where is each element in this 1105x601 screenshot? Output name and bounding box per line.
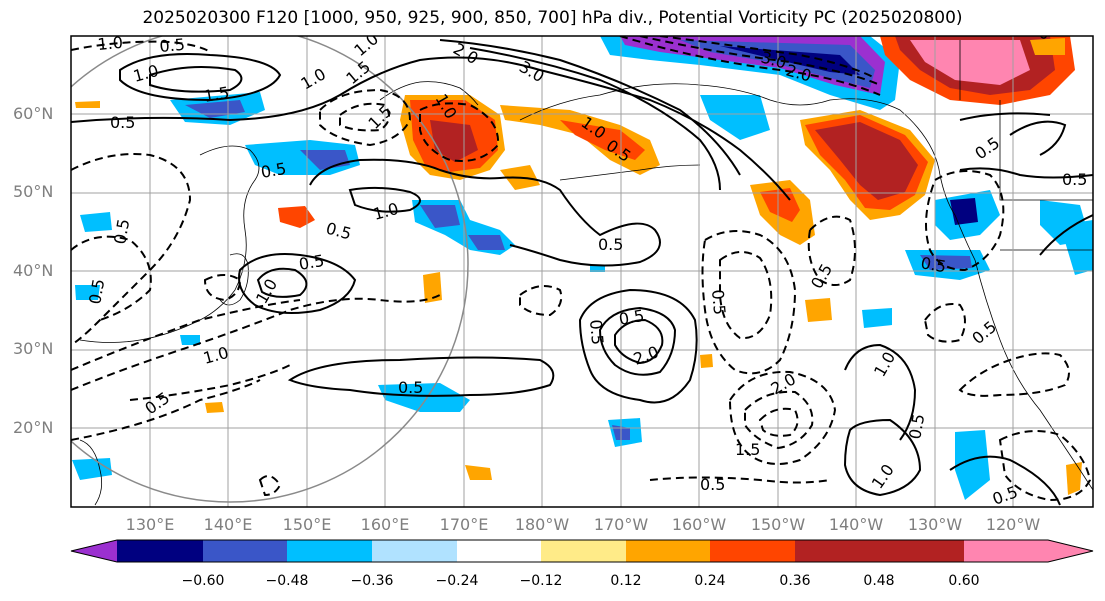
contour-label: 0.5: [159, 35, 186, 56]
colorbar-tick-label: 0.48: [863, 573, 895, 589]
colorbar-tick-label: 0.24: [694, 573, 726, 589]
map-title: 2025020300 F120 [1000, 950, 925, 900, 85…: [142, 8, 963, 28]
colorbar-segment: [457, 540, 541, 562]
lon-label: 170°E: [439, 515, 489, 534]
lat-label: 50°N: [13, 182, 54, 201]
colorbar-tick-label: −0.36: [350, 573, 394, 589]
colorbar-segment: [879, 540, 964, 562]
contour-label: 0.5: [905, 412, 928, 440]
colorbar-segment: [795, 540, 879, 562]
contour-label: 0.5: [700, 475, 725, 494]
contour-label: 0.5: [85, 277, 108, 305]
colorbar-segment: [710, 540, 795, 562]
colorbar-segment: [117, 540, 203, 562]
colorbar-tick-label: 0.60: [948, 573, 980, 589]
lat-label: 60°N: [13, 104, 54, 123]
contour-label: 0.5: [598, 235, 623, 254]
colorbar: [70, 539, 1094, 563]
radius-circle: [71, 36, 469, 503]
lat-label: 40°N: [13, 261, 54, 280]
pv-shading: [72, 36, 1093, 500]
contour-label: 1.5: [202, 83, 230, 106]
lat-label: 30°N: [13, 339, 54, 358]
graticule: [71, 36, 1093, 507]
colorbar-segment: [203, 540, 287, 562]
map-frame: [70, 35, 1094, 508]
coastlines: [79, 40, 1093, 506]
contour-label: 0.5: [110, 113, 135, 132]
contour-label: 0.5: [617, 306, 645, 329]
lon-label: 160°W: [671, 515, 727, 534]
lon-label: 160°E: [360, 515, 410, 534]
contour-label: 0.5: [1035, 17, 1065, 44]
contour-label: 1.0: [97, 33, 124, 54]
lon-label: 120°W: [985, 515, 1041, 534]
colorbar-tick-label: −0.24: [435, 573, 479, 589]
colorbar-segment: [626, 540, 710, 562]
lon-label: 130°W: [907, 515, 963, 534]
colorbar-segment: [287, 540, 372, 562]
lon-label: 130°E: [125, 515, 175, 534]
contour-label: 0.5: [110, 217, 133, 245]
lon-label: 140°E: [203, 515, 253, 534]
contour-label: 0.5: [586, 319, 607, 346]
lon-label: 150°W: [750, 515, 806, 534]
lon-label: 140°W: [828, 515, 884, 534]
colorbar-tick-label: 0.36: [779, 573, 811, 589]
contour-label: 0.5: [919, 253, 947, 276]
dashed-contours: [71, 36, 1092, 502]
colorbar-tick-label: −0.60: [181, 573, 225, 589]
colorbar-tick-label: −0.48: [265, 573, 309, 589]
colorbar-tick-label: 0.12: [610, 573, 642, 589]
lon-label: 150°E: [282, 515, 332, 534]
solid-contours: [71, 39, 1093, 506]
colorbar-segment: [541, 540, 626, 562]
lon-label: 180°W: [514, 515, 570, 534]
contour-label: 0.5: [398, 378, 423, 397]
map-content: 1.0 0.5 1.0 1.5 0.5 0.5 1.5 1.0 2.0 3.0 …: [71, 17, 1093, 507]
colorbar-tick-label: −0.12: [519, 573, 563, 589]
contour-label: 1.5: [735, 440, 760, 459]
contour-label: 0.5: [297, 251, 325, 274]
contour-label: 0.5: [1062, 170, 1087, 189]
colorbar-segment: [372, 540, 457, 562]
contour-label: 0.5: [708, 289, 729, 316]
contour-label: 0.5: [259, 159, 287, 182]
colorbar-extend-low: [71, 540, 117, 562]
lat-label: 20°N: [13, 418, 54, 437]
lon-label: 170°W: [593, 515, 649, 534]
